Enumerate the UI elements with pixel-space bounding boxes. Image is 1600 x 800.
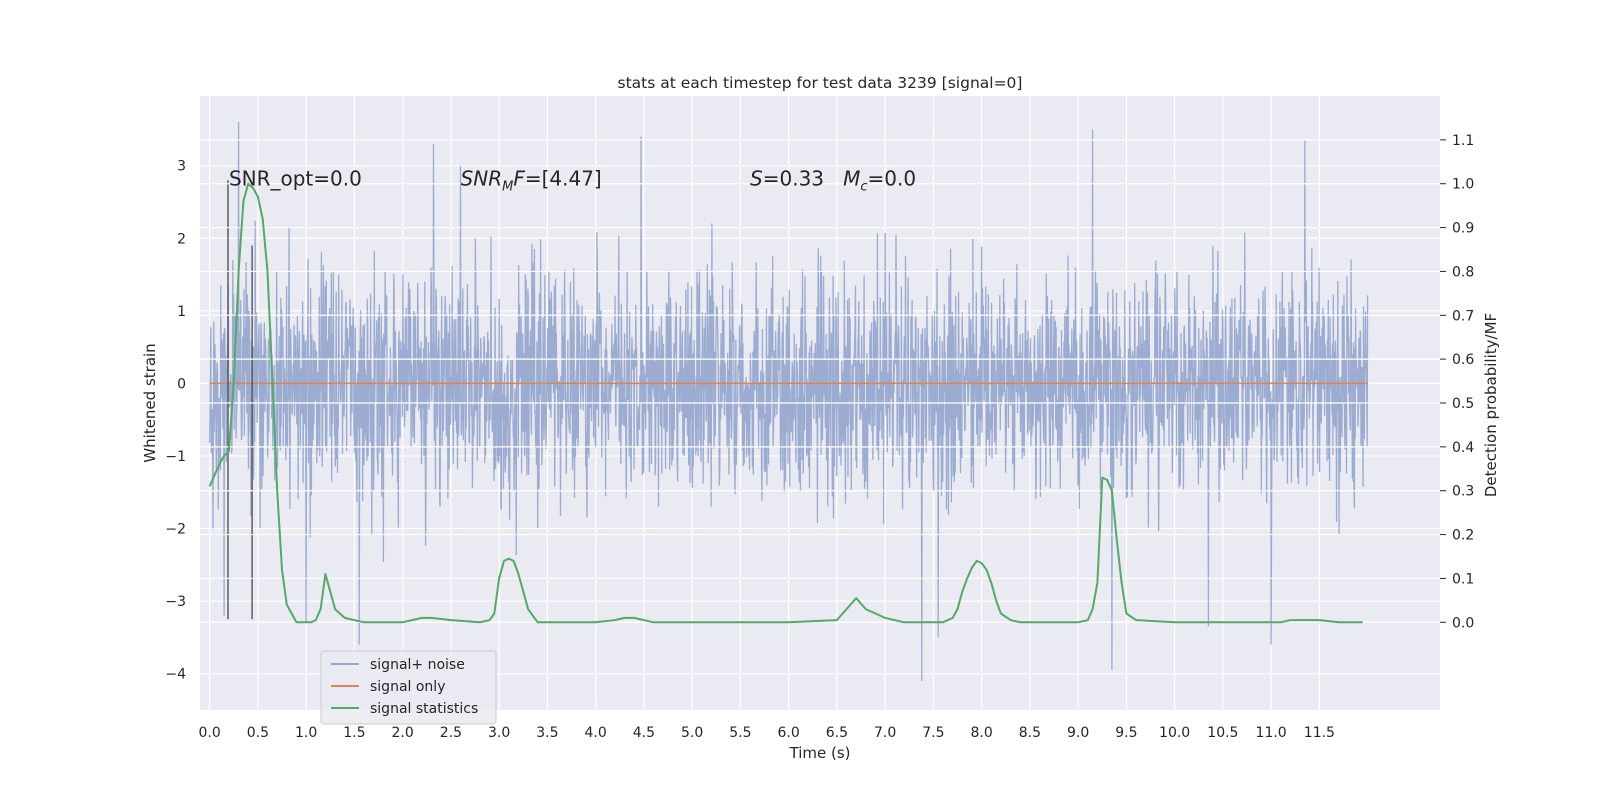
x-tick-label: 9.0 (1067, 725, 1089, 741)
x-tick-label: 10.0 (1159, 725, 1190, 741)
x-tick-label: 3.0 (488, 725, 510, 741)
x-tick-label: 8.5 (1019, 725, 1041, 741)
y2-tick-label: 0.4 (1452, 440, 1474, 456)
annotations: SNR_opt=0.0 SNRMF=[4.47] S=0.33 Mc=0.0 (229, 167, 916, 195)
y2-axis-ticks: 0.0 0.1 0.2 0.3 0.4 0.5 0.6 0.7 0.8 0.9 1.0 1.1 (1440, 133, 1474, 631)
y2-tick-label: 0.3 (1452, 484, 1474, 500)
legend-label-stats: signal statistics (370, 701, 478, 717)
y-tick-label: 2 (177, 231, 186, 247)
x-tick-label: 0.5 (247, 725, 269, 741)
x-tick-label: 2.5 (440, 725, 462, 741)
y-axis-label: Whitened strain (141, 343, 159, 462)
y-axis-ticks: −4 −3 −2 −1 0 1 2 3 (165, 159, 186, 683)
y2-tick-label: 1.0 (1452, 177, 1474, 193)
x-tick-label: 11.5 (1304, 725, 1335, 741)
signal-noise-line (208, 122, 1369, 682)
y2-axis-label: Detection probability/MF (1482, 313, 1500, 497)
x-tick-label: 9.5 (1115, 725, 1137, 741)
legend-box (320, 650, 497, 725)
y2-tick-label: 0.6 (1452, 352, 1474, 368)
x-tick-label: 10.5 (1207, 725, 1238, 741)
x-tick-label: 8.0 (971, 725, 993, 741)
y2-gridlines (200, 139, 1440, 623)
x-tick-label: 5.0 (681, 725, 703, 741)
signal-statistics-line (208, 182, 1363, 624)
x-tick-label: 2.0 (392, 725, 414, 741)
y2-tick-label: 0.5 (1452, 396, 1474, 412)
y-tick-label: −4 (165, 667, 186, 683)
signal-noise-series (208, 122, 1369, 682)
x-tick-label: 4.5 (633, 725, 655, 741)
vertical-markers (227, 180, 253, 620)
y2-tick-label: 0.8 (1452, 264, 1474, 280)
y2-tick-label: 0.9 (1452, 221, 1474, 237)
x-tick-label: 5.5 (729, 725, 751, 741)
x-tick-label: 6.0 (778, 725, 800, 741)
x-axis-label: Time (s) (789, 744, 851, 762)
x-tick-label: 3.5 (536, 725, 558, 741)
y-tick-label: 1 (177, 304, 186, 320)
y2-tick-label: 0.1 (1452, 571, 1474, 587)
x-tick-label: 11.0 (1256, 725, 1287, 741)
legend: signal+ noise signal only signal statist… (320, 650, 497, 725)
chart-title: stats at each timestep for test data 323… (618, 74, 1023, 92)
signal-statistics-series (208, 182, 1363, 624)
y-tick-label: −2 (165, 522, 186, 538)
legend-label-noise: signal+ noise (370, 657, 465, 673)
x-tick-label: 7.0 (874, 725, 896, 741)
annotation-text: SNRMF=[4.47] (461, 167, 602, 195)
x-tick-label: 7.5 (922, 725, 944, 741)
x-tick-label: 1.5 (343, 725, 365, 741)
x-tick-label: 6.5 (826, 725, 848, 741)
legend-label-signal: signal only (370, 679, 445, 695)
annotation-text: SNR_opt=0.0 (229, 167, 362, 191)
y2-tick-label: 0.7 (1452, 308, 1474, 324)
annotation-text: S=0.33 Mc=0.0 (750, 167, 916, 195)
x-tick-label: 0.0 (199, 725, 221, 741)
x-axis-ticks: 0.0 0.5 1.0 1.5 2.0 2.5 3.0 3.5 4.0 4.5 5.0 5.5 6.0 6… (199, 725, 1335, 741)
y-tick-label: 3 (177, 159, 186, 175)
y-tick-label: −1 (165, 449, 186, 465)
x-tick-label: 4.0 (585, 725, 607, 741)
y-tick-label: −3 (165, 594, 186, 610)
y2-tick-label: 0.0 (1452, 615, 1474, 631)
y2-tick-label: 0.2 (1452, 528, 1474, 544)
y-tick-label: 0 (177, 376, 186, 392)
y2-tick-label: 1.1 (1452, 133, 1474, 149)
x-tick-label: 1.0 (295, 725, 317, 741)
